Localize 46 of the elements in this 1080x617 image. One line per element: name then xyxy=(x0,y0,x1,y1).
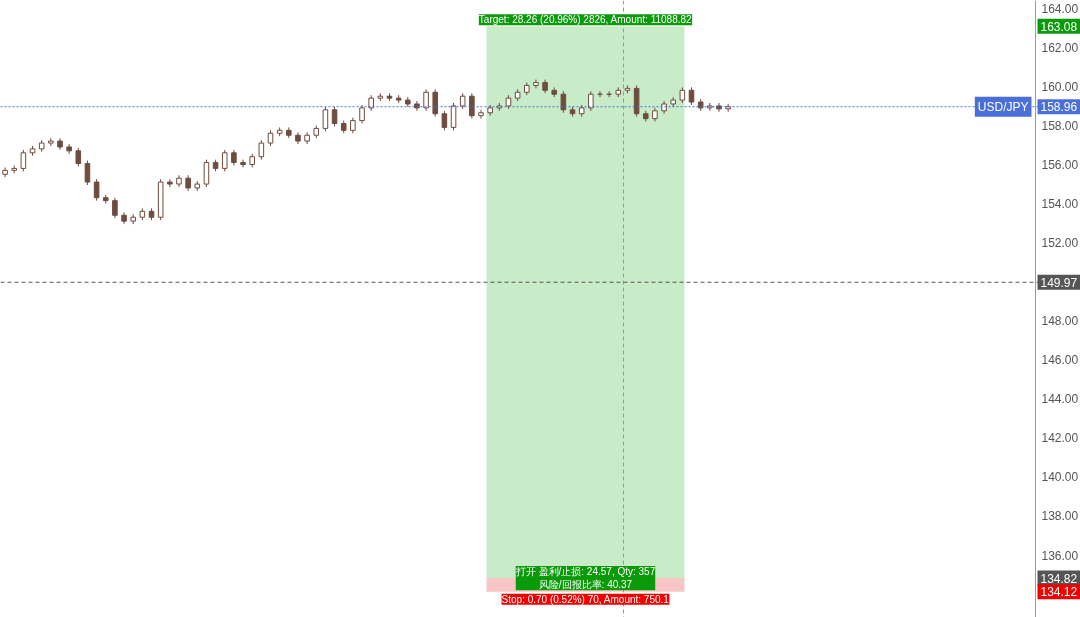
candlestick xyxy=(588,90,594,112)
y-tick-label: 156.00 xyxy=(1041,158,1079,173)
y-tick-label: 160.00 xyxy=(1041,79,1079,94)
y-tick-label: 146.00 xyxy=(1041,353,1079,368)
candlestick xyxy=(93,178,100,202)
y-tick-label: 148.00 xyxy=(1041,314,1079,329)
y-tick-label: 144.00 xyxy=(1041,392,1079,407)
candlestick xyxy=(203,159,210,188)
candlestick xyxy=(221,149,228,172)
candlestick xyxy=(2,166,8,178)
candlestick xyxy=(423,88,429,112)
candlestick xyxy=(258,139,265,161)
y-tick-label: 142.00 xyxy=(1041,431,1079,446)
candlestick xyxy=(560,90,567,114)
y-tick-label: 152.00 xyxy=(1041,236,1079,251)
y-tick-label: 162.00 xyxy=(1041,40,1079,55)
candlestick xyxy=(450,102,457,131)
y-tick-label: 136.00 xyxy=(1041,548,1079,563)
candlestick xyxy=(322,106,329,132)
annotation: 134.12 xyxy=(1040,585,1078,600)
y-tick-label: 154.00 xyxy=(1041,197,1079,212)
candlestick xyxy=(725,103,731,113)
annotation: 158.96 xyxy=(1040,100,1078,115)
candlestick xyxy=(20,149,27,172)
candlestick xyxy=(432,88,439,118)
candlestick xyxy=(66,143,72,155)
candlestick xyxy=(240,159,246,168)
candlestick xyxy=(359,104,365,125)
candlestick xyxy=(478,109,484,120)
y-tick-label: 158.00 xyxy=(1041,118,1079,133)
candlestick xyxy=(331,106,338,127)
candlestick xyxy=(469,92,475,120)
candlestick xyxy=(84,160,91,186)
annotation: 打开 盈利/止损: 24.57, Qty: 357 风险/回报比率: 40.37 xyxy=(514,565,656,591)
annotation: Stop: 0.70 (0.52%) 70, Amount: 750.1 xyxy=(501,593,670,605)
annotation: 163.08 xyxy=(1040,19,1078,34)
candlestick xyxy=(112,197,118,219)
candlestick xyxy=(441,110,448,131)
annotation: 134.82 xyxy=(1040,571,1078,586)
candlestick xyxy=(75,147,82,167)
ref-line-label: USD/JPY xyxy=(977,99,1029,114)
y-tick-label: 140.00 xyxy=(1041,470,1079,485)
y-tick-label: 138.00 xyxy=(1041,509,1079,524)
annotation: Target: 28.26 (20.96%) 2826, Amount: 11088.82 xyxy=(478,14,693,26)
annotation: 149.97 xyxy=(1040,275,1078,290)
y-tick-label: 164.00 xyxy=(1041,1,1079,16)
